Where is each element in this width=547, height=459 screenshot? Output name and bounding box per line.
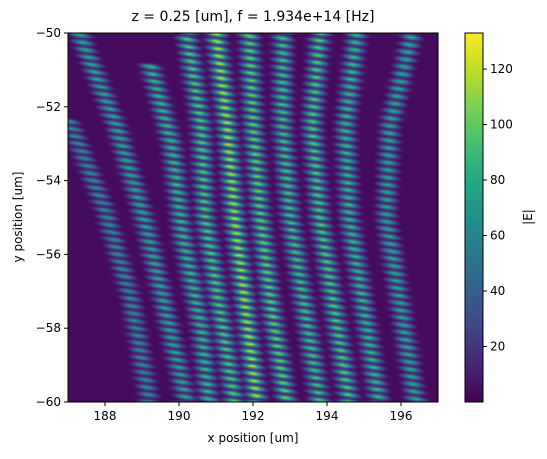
y-axis: −60 −58 −56 −54 −52 −50 [36,26,68,409]
x-tick-label: 192 [242,409,265,423]
colorbar-label: |E| [521,209,535,225]
x-tick-label: 196 [390,409,413,423]
colorbar-frame [464,32,484,403]
chart-title: z = 0.25 [um], f = 1.934e+14 [Hz] [132,9,375,25]
plot-area [67,32,439,403]
y-tick-label: −60 [36,395,61,409]
x-tick-label: 190 [168,409,191,423]
colorbar-tick-label: 20 [490,340,505,354]
colorbar-gradient [465,33,483,402]
x-axis: 188 190 192 194 196 [94,402,413,423]
heatmap-image [68,33,438,402]
x-tick-label: 188 [94,409,117,423]
y-tick-label: −58 [36,321,61,335]
colorbar-tick-label: 120 [490,62,513,76]
y-tick-label: −50 [36,26,61,40]
x-tick-label: 194 [316,409,339,423]
colorbar-tick-label: 60 [490,229,505,243]
y-tick-label: −56 [36,247,61,261]
x-axis-label: x position [um] [208,431,299,445]
y-axis-label: y position [um] [11,172,25,263]
colorbar-tick-label: 100 [490,118,513,132]
colorbar-ticks: 20 40 60 80 100 120 [483,62,513,354]
y-tick-label: −52 [36,100,61,114]
y-tick-label: −54 [36,174,61,188]
colorbar-tick-label: 40 [490,284,505,298]
colorbar-tick-label: 80 [490,173,505,187]
colorbar: 20 40 60 80 100 120 |E| [464,32,535,403]
